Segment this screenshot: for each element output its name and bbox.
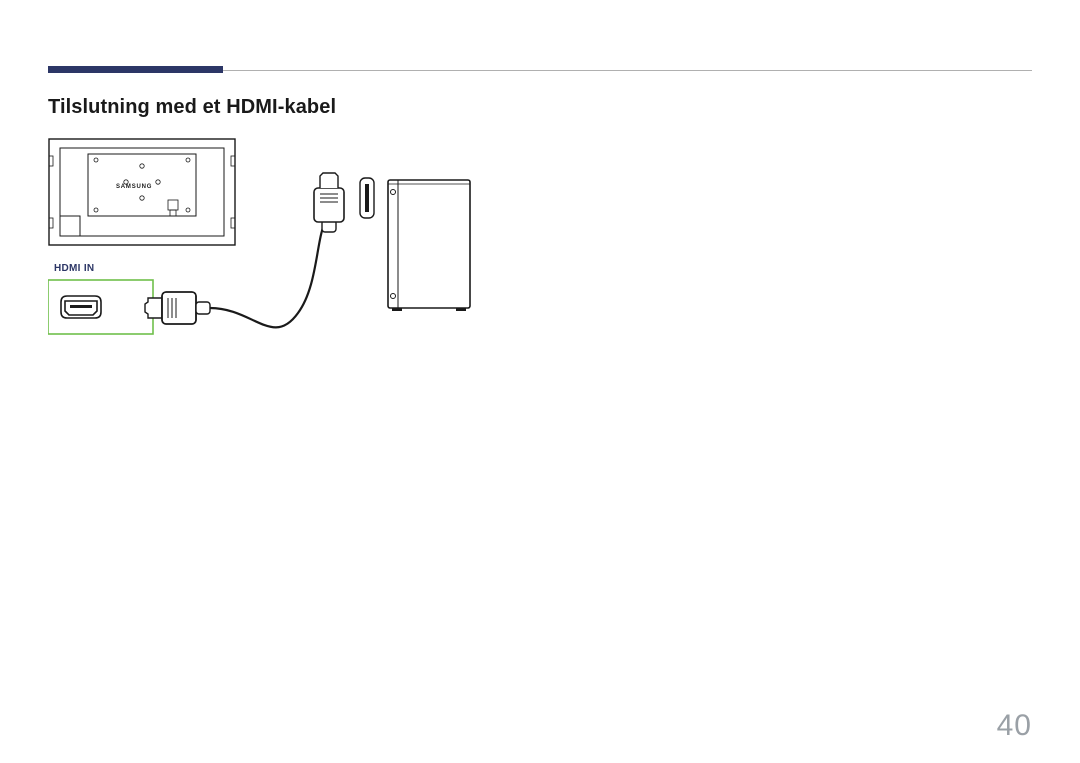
hdmi-plug-left-icon — [145, 292, 210, 324]
hdmi-plug-right-icon — [314, 173, 344, 232]
device-hdmi-port-icon — [360, 178, 374, 218]
display-back-panel-icon: SAMSUNG — [49, 139, 235, 245]
section-heading: Tilslutning med et HDMI-kabel — [48, 96, 336, 119]
hdmi-cable-icon — [210, 220, 326, 327]
header-accent-bar — [48, 66, 223, 73]
hdmi-port-closeup-icon — [48, 280, 153, 334]
brand-text: SAMSUNG — [116, 184, 152, 190]
page-number: 40 — [997, 709, 1032, 743]
external-device-icon — [388, 180, 470, 311]
hdmi-connection-diagram: SAMSUNG — [48, 138, 548, 398]
